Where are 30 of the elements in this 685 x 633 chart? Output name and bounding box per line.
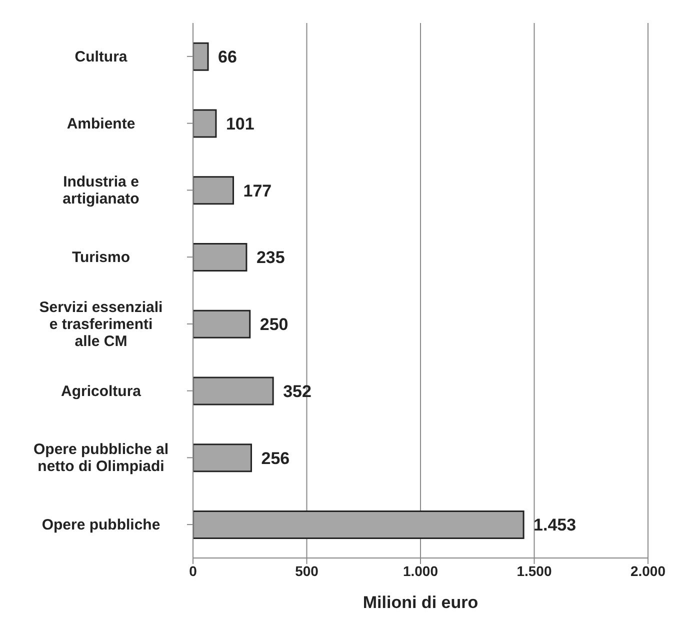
x-tick-label: 1.500	[516, 562, 552, 579]
bar	[193, 109, 217, 138]
data-label: 250	[260, 315, 288, 334]
x-axis-title: Milioni di euro	[362, 593, 478, 612]
bar	[193, 176, 234, 205]
bar	[193, 444, 252, 472]
y-tick-label: Opere pubbliche	[42, 516, 160, 534]
data-label: 256	[261, 448, 290, 468]
bar	[193, 242, 248, 272]
x-tick-label: 0	[189, 562, 198, 579]
bar	[193, 42, 209, 71]
y-tick-label: Opere pubbliche al netto di Olimpiadi	[33, 440, 169, 475]
bar	[193, 376, 274, 406]
x-tick-label: 2.000	[630, 562, 666, 579]
y-tick-label: Cultura	[74, 48, 128, 65]
data-label: 177	[243, 181, 272, 200]
y-tick-label: Turismo	[72, 248, 130, 266]
y-tick-label: Industria e artigianato	[62, 173, 140, 208]
y-tick-label: Ambiente	[66, 114, 136, 132]
y-tick-label: Servizi essenziali e trasferimenti alle CM	[39, 298, 163, 350]
data-label: 352	[283, 382, 312, 401]
data-label: 66	[218, 48, 237, 67]
x-tick-label: 500	[295, 562, 319, 579]
data-label: 235	[256, 248, 285, 268]
y-tick-label: Agricoltura	[60, 382, 142, 400]
bar	[193, 310, 251, 338]
data-label: 1.453	[534, 516, 576, 535]
x-tick-label: 1.000	[402, 562, 438, 579]
data-label: 101	[226, 114, 254, 134]
bar	[193, 510, 524, 539]
